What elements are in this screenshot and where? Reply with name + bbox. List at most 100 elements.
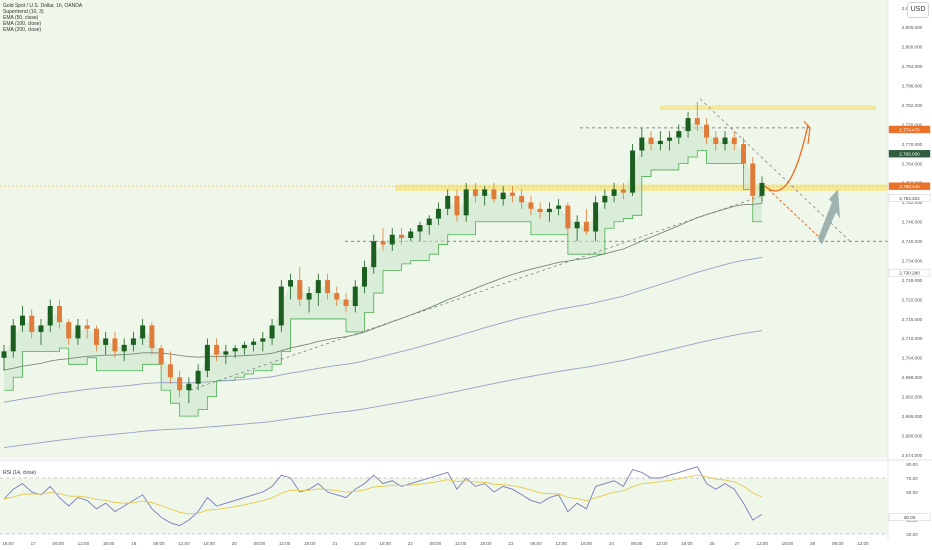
candle-body [574,221,580,229]
candle-body [315,280,321,294]
price-tick-label: 2,764.000 [902,161,923,166]
currency-button[interactable]: USD [907,2,929,18]
projection-down-line [764,185,821,239]
rsi-band [0,478,888,534]
time-tick-label: 12:00 [555,541,567,546]
time-tick-label: 12:00 [656,541,668,546]
indicator-ema100: EMA (100, close) [3,21,42,27]
time-tick-label: 18:00 [203,541,215,546]
candles-layer[interactable] [1,101,765,404]
price-tick-label: 2,722.000 [902,297,923,302]
price-tick-label: 2,710.000 [902,336,923,341]
time-tick-label: 23 [508,541,514,546]
time-tick-label: 06:00 [254,541,266,546]
time-tick-label: 17 [31,541,37,546]
candle-body [140,325,146,339]
ema-100-line [3,257,763,403]
time-tick-label: 21 [332,541,338,546]
candle-body [713,137,719,145]
candle-body [583,221,589,232]
time-tick-label: 25 [709,541,715,546]
candle-body [214,344,220,355]
candle-body [546,208,552,213]
candle-body [232,348,238,352]
candle-body [426,218,432,226]
price-tick-label: 2,770.000 [902,142,923,147]
price-tick-label: 2,752.000 [902,200,923,205]
time-tick-label: 12:00 [857,541,869,546]
candle-body [694,118,700,125]
candle-body [204,344,210,371]
price-tick-label: 2,776.000 [902,122,923,127]
price-tag [888,150,931,158]
candle-body [241,344,247,349]
price-tick-label: 2,674.000 [902,453,923,458]
price-axis[interactable]: 2,812.0002,806.0002,800.0002,794.0002,78… [888,6,931,458]
candle-body [611,189,617,196]
time-tick-label: 22 [408,541,414,546]
time-tick-label: 06:00 [430,541,442,546]
candle-body [528,202,534,209]
time-tick-label: 18:00 [304,541,316,546]
candle-body [445,195,451,209]
price-tag [888,194,931,202]
resistance-zone [660,105,876,111]
candle-body [602,195,608,203]
candle-body [38,325,44,332]
candle-body [463,189,469,216]
candle-body [371,241,377,268]
candle-body [454,195,460,216]
candle-body [149,325,155,349]
time-tick-label: 27 [735,541,741,546]
candle-body [269,325,275,339]
candle-body [251,341,257,345]
candle-body [667,137,673,141]
price-tick-label: 2,794.000 [902,64,923,69]
candle-body [297,280,303,300]
time-tick-label: 28 [810,541,816,546]
candle-body [195,370,201,384]
candle-body [1,351,7,358]
rsi-tick-label: 60.00 [906,490,918,495]
price-tick-label: 2,716.000 [902,317,923,322]
candle-body [334,293,340,300]
time-tick-label: 12:00 [78,541,90,546]
supertrend-line [4,150,762,417]
candle-body [537,208,543,213]
chart-title: Gold Spot / U.S. Dollar, 1h, OANDA [3,3,83,9]
candle-body [435,208,441,219]
time-tick-label: 18:00 [782,541,794,546]
time-tick-label: 12:00 [757,541,769,546]
candle-body [56,306,62,323]
price-tick-label: 2,704.000 [902,356,923,361]
candle-body [288,280,294,287]
candle-body [121,344,127,352]
candle-body [509,192,515,196]
price-tick-label: 2,782.000 [902,103,923,108]
time-tick-label: 12:00 [279,541,291,546]
candle-body [186,383,192,391]
candle-body [306,293,312,300]
ema-50-line [3,203,763,371]
time-tick-label: 18:00 [103,541,115,546]
candle-body [704,124,710,138]
candle-body [103,338,109,345]
candle-body [556,205,562,209]
time-tick-label: 12:00 [178,541,190,546]
time-tick-label: 06:00 [530,541,542,546]
time-tick-label: 18:00 [581,541,593,546]
price-tick-label: 2,746.000 [902,220,923,225]
price-tick-label: 2,734.000 [902,258,923,263]
time-tick-label: 18:00 [379,541,391,546]
price-tick-label: 2,806.000 [902,25,923,30]
candle-body [29,315,35,332]
candle-body [593,202,599,232]
candle-body [639,137,645,151]
candle-body [362,267,368,287]
price-tick-label: 2,800.000 [902,45,923,50]
time-tick-label: 24 [609,541,615,546]
rising-trendline [189,195,763,391]
price-tick-label: 2,686.000 [902,414,923,419]
time-axis[interactable]: 16:00 17 06:00 12:00 18:00 18 06:00 12:00 18:00 2… [2,541,869,546]
